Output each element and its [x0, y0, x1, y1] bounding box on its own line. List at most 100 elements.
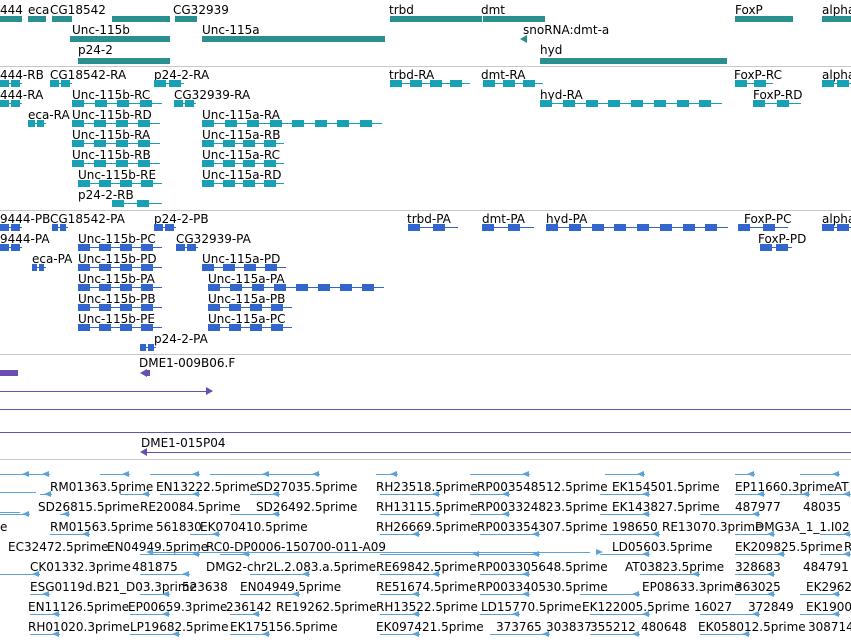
feature-glyph[interactable] [362, 284, 374, 291]
feature-label[interactable]: Unc-115a-PC [208, 312, 286, 326]
feature-glyph[interactable] [112, 16, 170, 22]
feature-glyph[interactable] [263, 180, 276, 187]
feature-label[interactable]: trbd-RA [389, 68, 435, 82]
feature-glyph[interactable] [72, 120, 84, 127]
feature-label[interactable]: CG18542-PA [50, 212, 125, 226]
feature-label[interactable]: Unc-115b-RD [72, 108, 152, 122]
feature-label[interactable]: EK143827.5prime [612, 500, 720, 514]
feature-label[interactable]: Unc-115a-RD [202, 168, 282, 182]
feature-glyph[interactable] [78, 244, 90, 251]
feature-glyph[interactable] [738, 224, 750, 231]
feature-glyph[interactable] [99, 284, 111, 291]
feature-glyph[interactable] [263, 140, 276, 147]
feature-glyph[interactable] [78, 264, 90, 271]
feature-glyph[interactable] [165, 224, 174, 231]
feature-label[interactable]: 561830 [156, 520, 202, 534]
feature-glyph[interactable] [659, 224, 672, 231]
feature-glyph[interactable] [296, 284, 308, 291]
feature-glyph[interactable] [705, 224, 718, 231]
feature-glyph[interactable] [148, 344, 154, 351]
feature-label[interactable]: EP00659.3prime [128, 600, 228, 614]
feature-label[interactable]: CG32939-PA [176, 232, 251, 246]
feature-label[interactable]: p24-2 [78, 43, 113, 57]
feature-label[interactable]: Unc-115b-PB [78, 292, 156, 306]
feature-glyph[interactable] [169, 80, 181, 87]
feature-glyph[interactable] [94, 160, 106, 167]
feature-glyph[interactable] [202, 180, 214, 187]
feature-label[interactable]: CG18542-RA [50, 68, 127, 82]
feature-label[interactable]: 308714 [808, 620, 851, 634]
feature-label[interactable]: Unc-115a-RA [202, 108, 280, 122]
feature-glyph[interactable] [822, 80, 834, 87]
feature-label[interactable]: FoxP-RC [734, 68, 782, 82]
feature-glyph[interactable] [99, 180, 111, 187]
feature-glyph[interactable] [699, 100, 712, 107]
feature-label[interactable]: FoxP-PC [744, 212, 792, 226]
feature-label[interactable]: EK1900 [806, 600, 851, 614]
feature-glyph[interactable] [735, 80, 747, 87]
feature-glyph[interactable] [763, 224, 775, 231]
feature-glyph[interactable] [337, 120, 349, 127]
feature-label[interactable]: EN04949.5prime [240, 580, 342, 594]
feature-glyph[interactable] [11, 100, 20, 107]
feature-label[interactable]: RE20084.5prime [140, 500, 241, 514]
feature-glyph[interactable] [78, 304, 90, 311]
feature-glyph[interactable] [754, 80, 766, 87]
feature-glyph[interactable] [263, 160, 276, 167]
feature-label[interactable]: EN11126.5prime [28, 600, 130, 614]
feature-glyph[interactable] [585, 100, 598, 107]
feature-glyph[interactable] [99, 324, 111, 331]
feature-glyph[interactable] [0, 16, 22, 22]
feature-glyph[interactable] [120, 244, 132, 251]
feature-label[interactable]: Unc-115b-RE [78, 168, 157, 182]
feature-glyph[interactable] [72, 100, 84, 107]
feature-label[interactable]: CK01332.3prime [30, 560, 131, 574]
feature-glyph[interactable] [243, 160, 255, 167]
feature-label[interactable]: eca-RA [28, 108, 70, 122]
feature-glyph[interactable] [78, 324, 90, 331]
feature-label[interactable]: 48035 [803, 500, 842, 514]
feature-label[interactable]: RH23518.5prime [376, 480, 478, 494]
feature-glyph[interactable] [146, 370, 150, 376]
feature-glyph[interactable] [292, 120, 304, 127]
feature-label[interactable]: RH01020.3prime [28, 620, 130, 634]
feature-label[interactable]: 372849 [748, 600, 794, 614]
feature-glyph[interactable] [52, 16, 72, 22]
feature-glyph[interactable] [94, 100, 107, 107]
feature-glyph[interactable] [120, 304, 132, 311]
feature-glyph[interactable] [202, 264, 214, 271]
feature-glyph[interactable] [187, 244, 196, 251]
feature-glyph[interactable] [37, 120, 44, 127]
feature-label[interactable]: RH13522.5prime [376, 600, 478, 614]
feature-label[interactable]: dmt [481, 3, 506, 17]
feature-label[interactable]: Unc-115b [72, 23, 130, 37]
feature-glyph[interactable] [70, 36, 170, 42]
feature-glyph[interactable] [269, 120, 282, 127]
feature-label[interactable]: Unc-115b-RB [72, 148, 151, 162]
feature-label[interactable]: 484791 [803, 560, 849, 574]
feature-glyph[interactable] [776, 244, 788, 251]
feature-glyph[interactable] [562, 100, 575, 107]
feature-glyph[interactable] [141, 284, 153, 291]
feature-label[interactable]: p24-2-RB [78, 188, 134, 202]
feature-glyph[interactable] [50, 80, 59, 87]
feature-glyph[interactable] [120, 264, 132, 271]
feature-glyph[interactable] [32, 264, 37, 271]
feature-label[interactable]: AT [834, 480, 849, 494]
feature-label[interactable]: Unc-115a-PB [208, 292, 286, 306]
feature-label[interactable]: 236142 [226, 600, 272, 614]
feature-label[interactable]: e [0, 520, 8, 534]
feature-glyph[interactable] [120, 180, 132, 187]
feature-label[interactable]: RH13115.5prime [376, 500, 478, 514]
feature-label[interactable]: Unc-115b-PA [78, 272, 155, 286]
feature-label[interactable]: EP08633.3prime [642, 580, 742, 594]
feature-label[interactable]: Unc-115b-RA [72, 128, 151, 142]
feature-glyph[interactable] [99, 244, 111, 251]
feature-glyph[interactable] [540, 100, 552, 107]
feature-glyph[interactable] [78, 180, 90, 187]
feature-label[interactable]: 9444-PA [0, 232, 50, 246]
feature-label[interactable]: RE13070.3prime [662, 520, 763, 534]
feature-glyph[interactable] [252, 284, 264, 291]
feature-glyph[interactable] [433, 224, 445, 231]
feature-label[interactable]: DMG3A_1_1.I02 [755, 520, 850, 534]
